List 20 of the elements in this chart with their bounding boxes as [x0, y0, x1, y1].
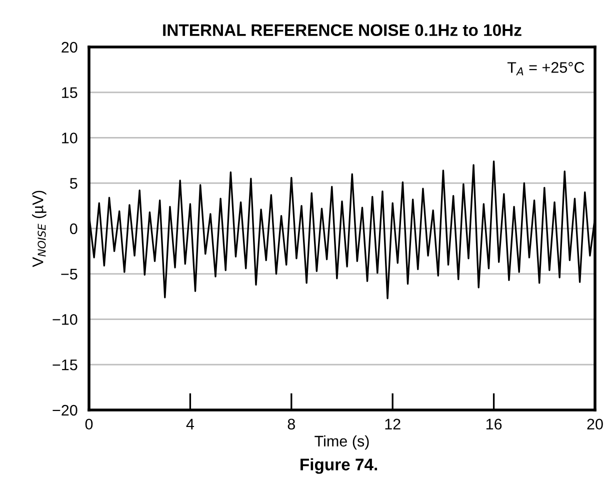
chart-title: INTERNAL REFERENCE NOISE 0.1Hz to 10Hz	[163, 24, 522, 36]
x-axis-title: Time (s)	[314, 435, 369, 450]
annotation: T$_{A}$ = +25°C	[507, 62, 584, 76]
y-tick-label: −5	[61, 268, 78, 280]
y-tick-label: 20	[62, 42, 78, 53]
y-tick-label: 15	[62, 87, 78, 98]
x-tick-label: 12	[385, 418, 400, 430]
y-tick-label: 10	[62, 132, 78, 144]
y-axis-title: V$_{NOISE}$ (µV)	[32, 190, 46, 268]
x-tick-label: 20	[587, 418, 603, 430]
x-tick-label: 0	[85, 418, 93, 430]
caption: Figure 74.	[300, 458, 378, 474]
y-tick-label: 0	[70, 223, 78, 234]
x-tick-label: 4	[186, 418, 194, 430]
x-tick-label: 16	[486, 418, 502, 430]
y-tick-label: −10	[52, 314, 78, 325]
x-tick-label: 8	[288, 418, 295, 430]
y-tick-label: −20	[52, 404, 78, 416]
y-tick-label: 5	[70, 178, 78, 189]
y-tick-label: −15	[52, 360, 78, 370]
